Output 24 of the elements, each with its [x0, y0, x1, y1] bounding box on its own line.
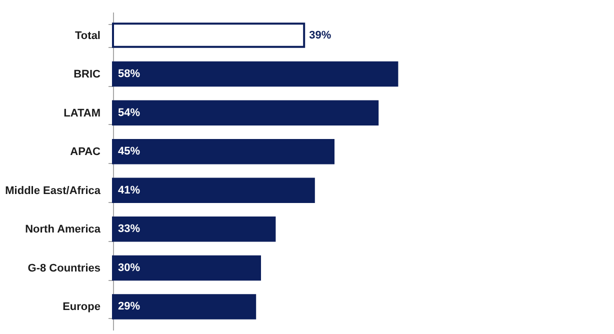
y-tick-label: Europe	[62, 301, 100, 314]
data-label: 58%	[118, 68, 140, 80]
bar	[112, 255, 261, 281]
bar	[112, 61, 398, 87]
data-label: 54%	[118, 106, 140, 119]
bar	[112, 178, 315, 204]
bar	[112, 294, 256, 320]
bar	[112, 138, 334, 164]
data-label: 30%	[118, 262, 140, 274]
y-tick-label: North America	[25, 224, 102, 236]
y-tick-label: LATAM	[64, 107, 100, 120]
y-tick-label: Middle East/Africa	[5, 184, 102, 197]
data-label: 39%	[309, 29, 332, 42]
bar	[112, 100, 379, 126]
bar	[112, 216, 276, 242]
data-label: 29%	[118, 300, 140, 313]
y-tick-label: APAC	[70, 146, 101, 158]
data-label: 45%	[118, 146, 140, 158]
y-tick-label: Total	[75, 30, 100, 42]
y-tick-label: G-8 Countries	[28, 262, 100, 274]
bar	[112, 22, 306, 48]
data-label: 33%	[118, 223, 140, 236]
y-tick-label: BRIC	[74, 68, 101, 81]
data-label: 41%	[118, 184, 140, 196]
